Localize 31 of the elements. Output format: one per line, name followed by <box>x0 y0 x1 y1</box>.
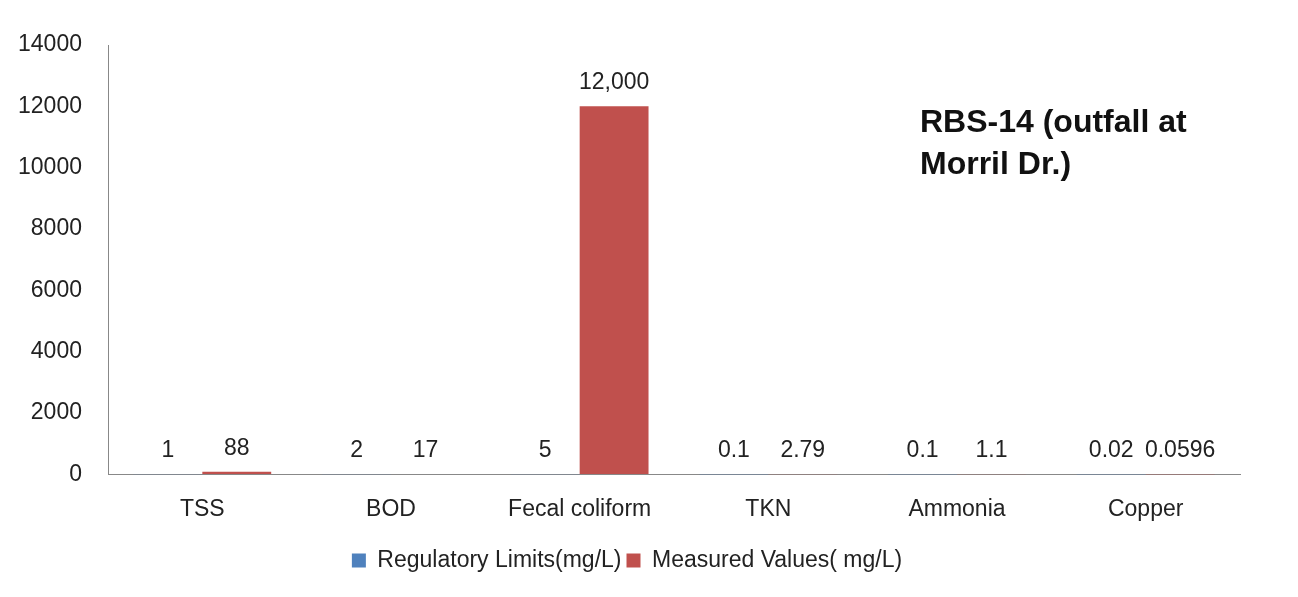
x-tick-label: Fecal coliform <box>508 494 652 521</box>
y-tick-label: 2000 <box>30 398 82 425</box>
x-tick-label: Copper <box>1107 494 1184 521</box>
y-tick-label: 4000 <box>30 337 82 364</box>
x-tick-label: TKN <box>745 494 792 521</box>
data-label: 5 <box>538 435 552 462</box>
x-tick-label: Ammonia <box>908 494 1006 521</box>
data-label: 0.1 <box>717 435 750 462</box>
data-label: 2 <box>350 435 363 462</box>
text: RBS-14 (outfall at Morril Dr.) <box>920 102 1188 183</box>
data-label: 0.0596 <box>1144 435 1216 462</box>
data-label: 1 <box>161 435 175 462</box>
y-tick-label: 10000 <box>18 153 82 180</box>
x-tick-label: BOD <box>366 494 416 521</box>
data-label: 2.79 <box>780 435 826 462</box>
data-label: 0.1 <box>906 435 939 462</box>
x-tick-label: TSS <box>179 494 225 521</box>
data-label: 0.02 <box>1088 435 1134 462</box>
legend-label: Measured Values( mg/L) <box>652 545 903 572</box>
y-tick-label: 0 <box>69 459 82 486</box>
y-tick-label: 12000 <box>18 91 82 118</box>
y-tick-label: 14000 <box>18 30 82 57</box>
data-label: 88 <box>223 433 250 460</box>
data-label: 12,000 <box>578 68 650 95</box>
data-label: 1.1 <box>975 435 1008 462</box>
bar <box>579 106 649 474</box>
data-label: 17 <box>412 435 439 462</box>
legend-label: Regulatory Limits(mg/L) <box>377 545 622 572</box>
bar <box>202 471 272 474</box>
y-tick-label: 8000 <box>30 214 82 241</box>
y-tick-label: 6000 <box>30 275 82 302</box>
